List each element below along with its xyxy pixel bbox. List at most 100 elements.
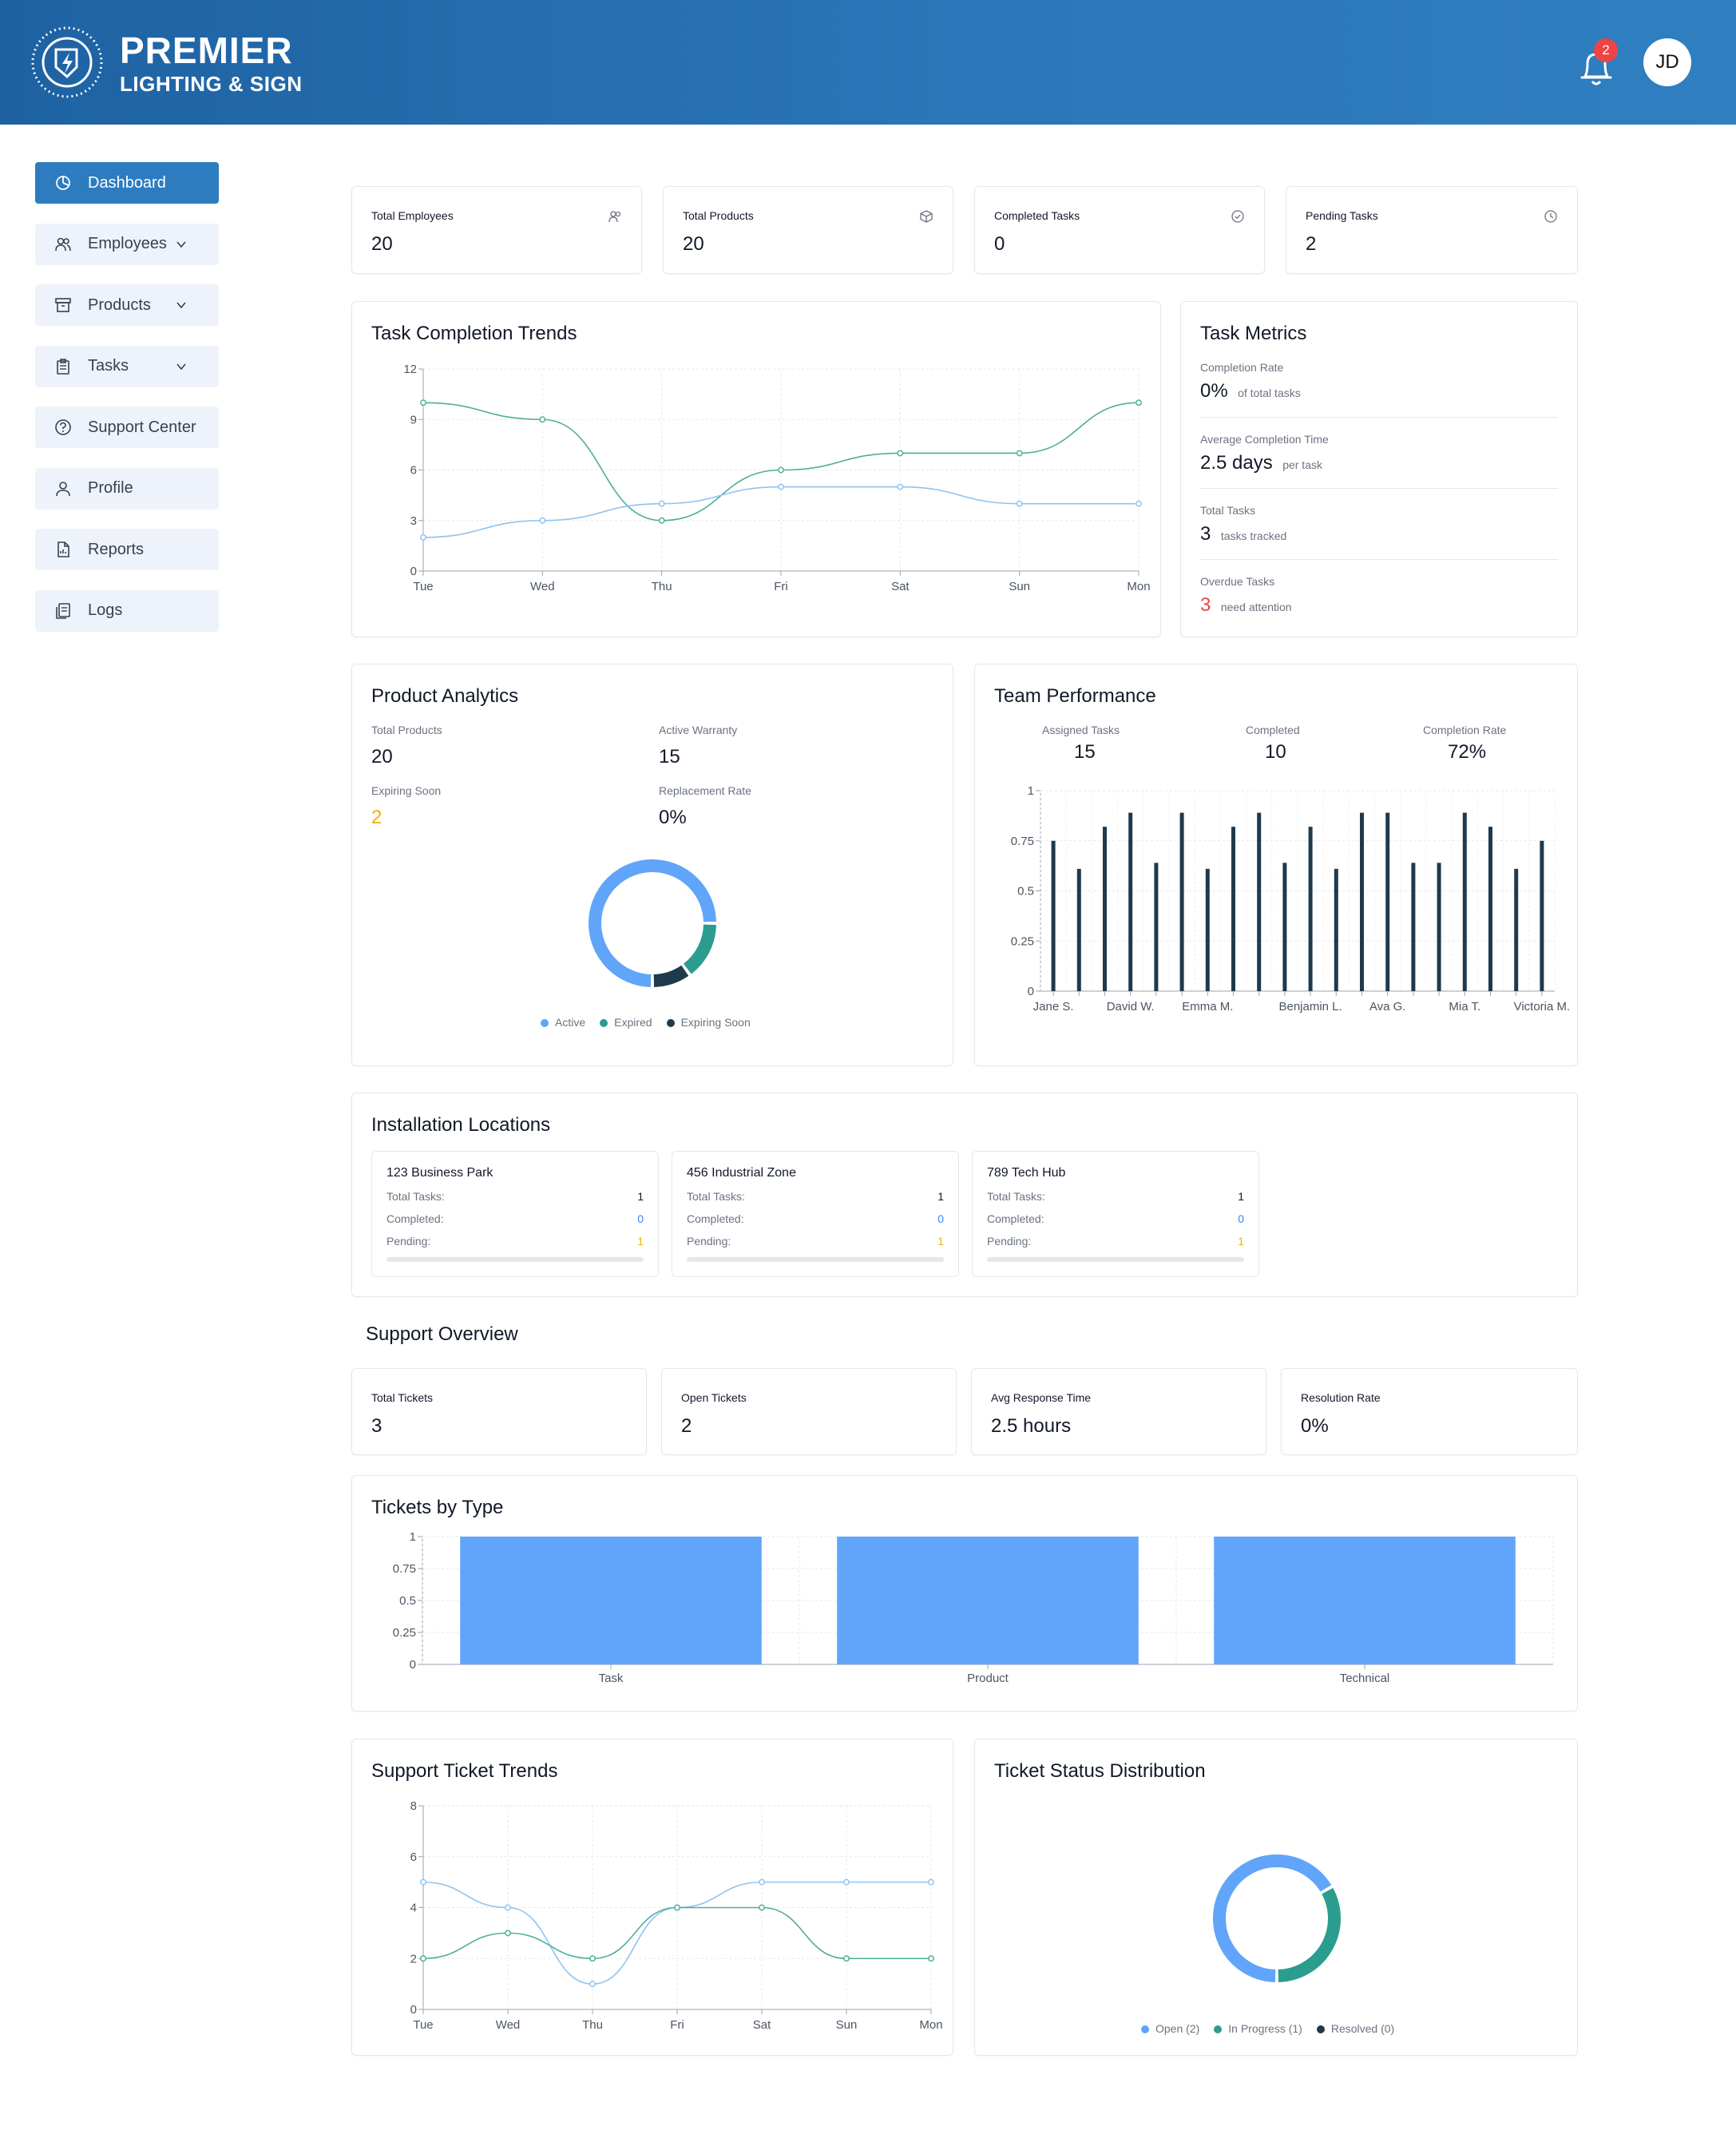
donut-slice [683,924,716,974]
stat-label: Pending Tasks [1306,209,1378,222]
sidebar-item-support-center[interactable]: Support Center [35,407,219,448]
location-card-789-tech-hub[interactable]: 789 Tech Hub Total Tasks: 1 Completed: 0 P… [972,1151,1259,1277]
data-point [843,1955,850,1962]
ticket-status-distribution-card: Ticket Status Distribution Open (2) In P… [974,1739,1578,2056]
data-point [1016,500,1023,507]
replacement-rate-label: Replacement Rate [659,784,751,797]
sidebar-item-reports[interactable]: Reports [35,529,219,570]
x-tick-label: Victoria M. [1514,1000,1571,1013]
logs-icon [56,602,70,619]
legend-item-expired[interactable]: Expired [600,1016,652,1029]
help-circle-icon [55,419,71,435]
y-tick-label: 0 [410,1658,416,1672]
donut-slice [1213,1854,1332,1982]
chevron-down-icon[interactable] [176,299,187,311]
chevron-down-icon[interactable] [176,239,187,250]
sidebar-item-products[interactable]: Products [35,284,219,326]
y-tick-label: 9 [410,413,417,426]
legend-item-in-progress[interactable]: In Progress (1) [1214,2022,1302,2035]
stat-value: 20 [683,233,704,255]
sidebar-item-profile[interactable]: Profile [35,467,219,510]
sidebar-item-tasks[interactable]: Tasks [35,345,219,387]
data-point [420,1955,426,1962]
data-point [539,416,546,423]
y-tick-label: 8 [410,1799,417,1813]
legend-dot [600,1019,608,1028]
row-value: 0 [1238,1212,1244,1225]
y-tick-label: 0.25 [1011,934,1034,948]
legend-label: Open (2) [1155,2022,1200,2035]
data-point [420,534,426,541]
active-warranty-label: Active Warranty [659,724,738,736]
product-donut-chart [589,859,716,987]
y-tick-label: 12 [403,363,417,376]
legend-item-active[interactable]: Active [541,1016,585,1029]
support-trends-line-chart: 0 2 4 6 8 Tue Wed Thu Fri Sat Sun Mon [410,1799,943,2032]
y-tick-label: 2 [410,1952,417,1965]
x-tick-label: Sat [753,2018,771,2032]
support-stat-avg-response-time: Avg Response Time 2.5 hours [971,1368,1266,1455]
x-tick-label: Fri [774,580,788,593]
y-tick-label: 1 [1028,784,1034,798]
expiring-soon-value: 2 [371,807,382,828]
x-tick-label: Tue [413,580,433,593]
data-point [589,1955,596,1962]
legend-item-expiring-soon[interactable]: Expiring Soon [666,1016,751,1029]
data-point [843,1878,850,1886]
legend-dot [1316,2025,1325,2034]
brand-logo-icon[interactable] [30,26,104,99]
location-name: 789 Tech Hub [987,1166,1066,1180]
row-label: Pending: [687,1235,731,1247]
ticket-status-legend: Open (2) In Progress (1) Resolved (0) [1141,2022,1394,2035]
metric-suffix: of total tasks [1238,387,1301,399]
task-trends-line-chart: 0 3 6 9 12 Tue Wed Thu Fri Sat Sun Mon [403,363,1150,593]
y-tick-label: 3 [410,514,417,528]
location-card-456-industrial-zone[interactable]: 456 Industrial Zone Total Tasks: 1 Comple… [672,1151,959,1277]
user-avatar[interactable]: JD [1643,38,1691,86]
metric-value: 3 [1200,523,1211,545]
chevron-down-icon[interactable] [176,361,187,372]
assigned-tasks-label: Assigned Tasks [1042,724,1120,736]
y-tick-label: 1 [410,1530,416,1544]
location-card-123-business-park[interactable]: 123 Business Park Total Tasks: 1 Complete… [371,1151,659,1277]
data-point [674,1904,680,1911]
card-title: Support Ticket Trends [371,1760,558,1782]
divider [1200,559,1558,560]
expiring-soon-label: Expiring Soon [371,784,442,797]
legend-item-resolved[interactable]: Resolved (0) [1316,2022,1394,2035]
bar [1205,868,1210,991]
y-tick-label: 0.75 [1011,835,1034,848]
sidebar-item-label: Dashboard [88,173,166,192]
y-tick-label: 0 [1028,985,1034,998]
notification-count-badge: 2 [1594,38,1618,62]
sidebar-item-logs[interactable]: Logs [35,589,219,632]
row-value: 1 [637,1235,644,1247]
bar [1540,840,1544,991]
x-tick-label: Benjamin L. [1278,1000,1342,1013]
x-tick-label: Task [599,1672,624,1685]
location-total-row: Total Tasks: 1 [386,1190,644,1203]
stat-label: Open Tickets [681,1391,747,1404]
bar [1437,863,1441,991]
location-name: 456 Industrial Zone [687,1166,796,1180]
total-products-label: Total Products [371,724,442,736]
row-label: Pending: [386,1235,431,1247]
y-tick-label: 6 [410,1850,417,1864]
tickets-by-type-bar-chart: 0 0.25 0.5 0.75 1 Task Product Technical [393,1530,1554,1685]
stat-value: 2 [681,1415,692,1437]
data-point [897,450,904,457]
y-tick-label: 0.5 [1017,885,1034,898]
data-point [928,1955,934,1962]
legend-item-open[interactable]: Open (2) [1141,2022,1199,2035]
bar [1076,868,1081,991]
bar [1231,827,1235,991]
active-warranty-value: 15 [659,746,680,768]
sidebar-item-dashboard[interactable]: Dashboard [35,162,219,204]
support-stat-resolution-rate: Resolution Rate 0% [1281,1368,1578,1455]
donut-slice [589,859,716,987]
divider [1200,488,1558,489]
sidebar-item-employees[interactable]: Employees [35,223,219,265]
legend-label: Expired [614,1016,652,1029]
card-title: Task Metrics [1200,323,1307,344]
legend-label: In Progress (1) [1228,2022,1302,2035]
